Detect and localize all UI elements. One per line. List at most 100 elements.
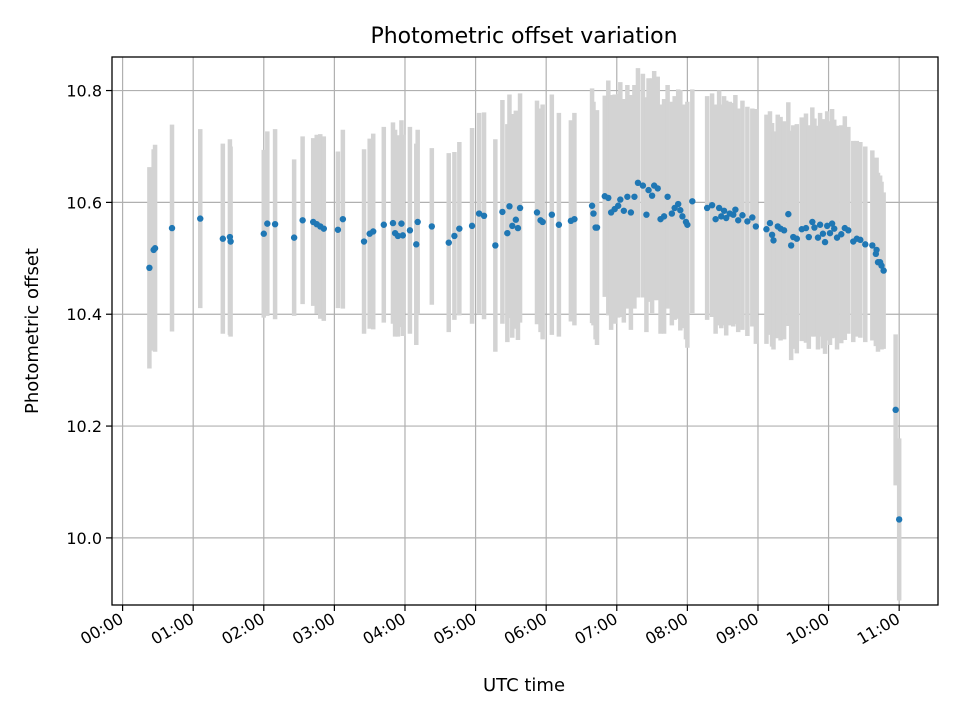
data-point <box>819 230 827 237</box>
data-point <box>428 223 436 230</box>
data-point <box>468 222 476 230</box>
data-point <box>821 238 829 246</box>
data-point <box>514 224 522 232</box>
data-point <box>398 220 405 227</box>
data-point <box>793 235 801 242</box>
data-point <box>620 207 628 214</box>
data-point <box>588 202 596 209</box>
data-point <box>763 226 770 233</box>
data-point <box>718 213 725 220</box>
data-point <box>826 229 834 237</box>
data-point <box>360 238 368 245</box>
data-point <box>708 201 716 209</box>
data-point <box>590 210 597 217</box>
data-point <box>219 235 227 242</box>
y-tick-label: 10.2 <box>66 417 102 436</box>
data-point <box>389 219 397 227</box>
data-point <box>862 241 869 248</box>
data-point <box>679 213 686 220</box>
data-point <box>334 226 342 233</box>
data-point <box>451 232 458 240</box>
data-point <box>480 212 488 220</box>
data-point <box>703 204 711 212</box>
data-point <box>749 214 756 221</box>
y-tick-label: 10.0 <box>66 529 102 548</box>
data-point <box>664 193 671 200</box>
y-tick-label: 10.8 <box>66 82 102 101</box>
data-point <box>823 222 831 230</box>
data-point <box>895 516 903 523</box>
data-point <box>739 212 746 219</box>
data-point <box>605 194 612 202</box>
data-point <box>805 233 813 241</box>
data-point <box>533 209 541 216</box>
data-point <box>802 224 810 232</box>
data-point <box>445 239 452 246</box>
data-point <box>151 245 159 252</box>
data-point <box>320 225 327 232</box>
data-point <box>264 220 271 227</box>
data-point <box>299 217 306 224</box>
data-point <box>509 222 516 230</box>
data-point <box>730 211 737 218</box>
data-point <box>645 186 652 194</box>
x-axis-label: UTC time <box>483 675 565 696</box>
point-layer <box>146 179 903 523</box>
data-point <box>290 234 298 241</box>
data-point <box>499 208 506 216</box>
y-tick-label: 10.4 <box>66 305 102 324</box>
data-point <box>370 228 377 235</box>
data-point <box>627 209 635 216</box>
data-point <box>614 202 622 209</box>
data-point <box>643 211 650 218</box>
data-point <box>770 237 777 244</box>
data-point <box>785 210 792 218</box>
data-point <box>811 224 818 231</box>
data-point <box>766 219 774 227</box>
data-point <box>809 218 816 226</box>
data-point <box>399 232 407 239</box>
data-point <box>689 198 696 205</box>
chart-title: Photometric offset variation <box>370 24 677 49</box>
data-point <box>878 262 885 269</box>
y-tick-label: 10.6 <box>66 193 102 212</box>
data-point <box>873 246 880 254</box>
plot-frame <box>111 56 939 606</box>
data-point <box>880 267 887 274</box>
data-point <box>816 221 824 228</box>
data-point <box>732 206 739 213</box>
data-point <box>831 225 838 232</box>
data-point <box>639 182 647 189</box>
data-point <box>668 210 676 217</box>
data-point <box>814 234 822 241</box>
data-point <box>394 232 402 240</box>
data-point <box>845 227 852 234</box>
data-point <box>715 204 723 212</box>
data-point <box>512 216 520 223</box>
data-point <box>712 215 719 223</box>
data-point <box>516 204 524 212</box>
data-point <box>168 224 176 232</box>
data-point <box>752 223 760 230</box>
data-point <box>146 264 153 272</box>
data-point <box>617 196 624 203</box>
data-point <box>380 221 388 228</box>
data-point <box>660 213 668 220</box>
data-point <box>593 224 601 231</box>
data-point <box>413 241 420 248</box>
data-point <box>555 221 563 228</box>
data-point <box>456 225 463 232</box>
data-point <box>735 217 742 224</box>
data-point <box>720 207 728 214</box>
data-point <box>723 214 730 222</box>
data-point <box>414 218 421 226</box>
data-point <box>506 203 513 210</box>
data-point <box>654 185 661 192</box>
data-point <box>780 227 788 234</box>
data-point <box>492 242 499 249</box>
data-point <box>684 221 691 228</box>
data-point <box>744 218 751 225</box>
data-point <box>271 220 279 228</box>
y-axis-label: Photometric offset <box>22 248 43 414</box>
data-point <box>892 406 899 414</box>
